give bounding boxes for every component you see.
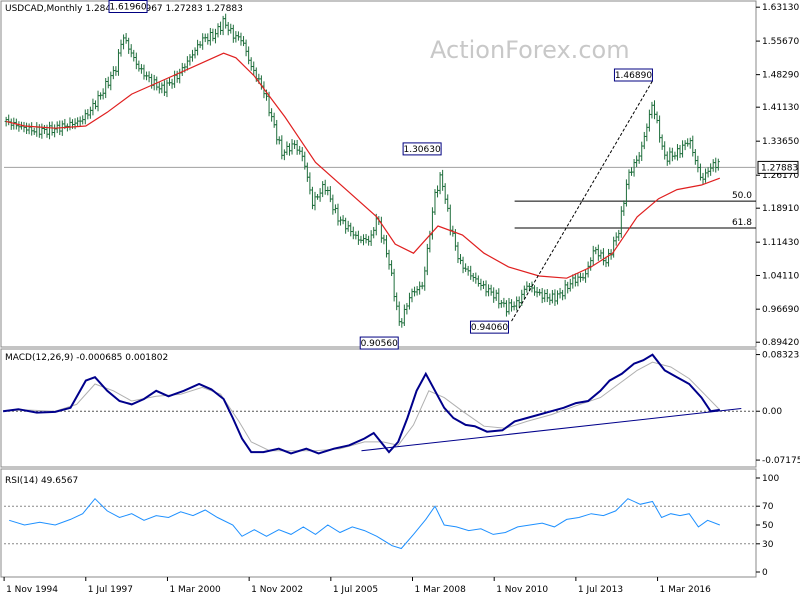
price-label: 0.90560 [361,339,398,349]
macd-signal-line [3,361,721,452]
price-label-box [108,0,148,13]
x-tick-label: 1 Nov 2002 [251,585,303,595]
rsi-panel [0,468,757,578]
macd-panel [0,348,757,468]
macd-header: MACD(12,26,9) -0.000685 0.001802 [5,353,168,363]
price-label: 1.30630 [403,145,440,155]
macd-tick-label: 0.083235 [762,351,800,361]
price-tick-label: 0.96690 [762,305,799,315]
macd-trendline [361,408,742,452]
price-label: 1.46890 [615,71,652,81]
price-label-box [402,142,442,156]
macd-tick-label: 0.00 [762,407,782,417]
ohlc-bar [716,158,720,171]
current-price-box [757,160,799,174]
price-tick-label: 1.41130 [762,103,799,113]
x-tick-label: 1 Mar 2008 [415,585,467,595]
x-tick-label: 1 Jul 1997 [88,585,133,595]
macd-plot [2,353,756,455]
price-plot: 50.0 61.8 1.61960 1.30630 0.90560 0.94060 1.46… [4,0,756,350]
rsi-tick-label: 50 [762,521,774,531]
rsi-line [9,497,720,550]
price-tick-label: 1.26170 [762,171,799,181]
x-tick-label: 1 Nov 1994 [6,585,58,595]
price-tick-label: 1.11430 [762,238,799,248]
trendline-dashed [511,80,653,322]
price-label-box [469,320,509,334]
price-tick-label: 1.18910 [762,204,799,214]
axes: 1.63130 1.55670 1.48290 1.41130 1.33650 1.261… [3,3,800,595]
x-tick-label: 1 Jul 2005 [333,585,378,595]
price-tick-label: 1.33650 [762,137,799,147]
rsi-header: RSI(14) 49.6567 [5,476,78,486]
price-label: 1.61960 [109,3,146,13]
x-tick-label: 1 Mar 2016 [660,585,712,595]
price-label-box [613,68,653,82]
x-tick-label: 1 Jul 2013 [578,585,623,595]
watermark: ActionForex.com [430,36,630,64]
rsi-tick-label: 100 [762,474,779,484]
moving-average-line [5,52,721,279]
fib-level-label: 50.0 [732,191,752,201]
macd-tick-label: -0.071752 [762,456,800,466]
x-tick-label: 1 Nov 2010 [496,585,548,595]
x-tick-label: 1 Mar 2000 [169,585,221,595]
current-price-label: 1.27883 [761,163,798,173]
price-label-box [359,336,399,350]
price-panel [0,0,757,348]
price-tick-label: 1.63130 [762,3,799,13]
rsi-tick-label: 30 [762,540,774,550]
price-label: 0.94060 [471,323,508,333]
price-tick-label: 1.04110 [762,271,799,281]
price-tick-label: 1.55670 [762,37,799,47]
rsi-plot [4,497,756,550]
price-tick-label: 0.89420 [762,338,799,348]
price-tick-label: 1.48290 [762,71,799,81]
rsi-tick-label: 70 [762,502,774,512]
rsi-tick-label: 0 [762,568,768,578]
fib-level-label: 61.8 [732,218,752,228]
